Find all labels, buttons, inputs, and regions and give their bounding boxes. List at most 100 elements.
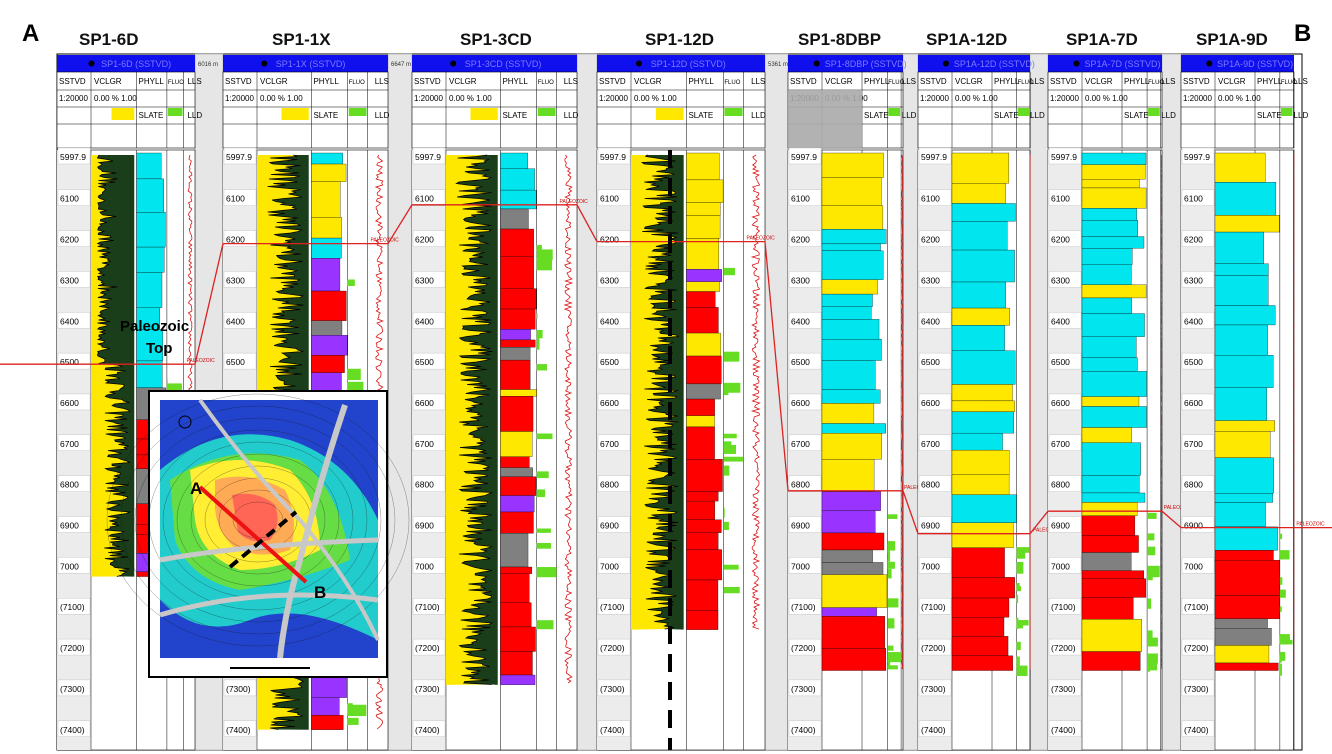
header-slate-label: SLATE bbox=[688, 111, 713, 120]
depth-tick-box bbox=[412, 230, 446, 247]
depth-tick-label: 6800 bbox=[415, 480, 434, 490]
depth-tick-box bbox=[1181, 393, 1215, 411]
depth-tick-box bbox=[223, 720, 257, 737]
lith-interval bbox=[821, 532, 885, 551]
header-gr-label: VCLGR bbox=[449, 77, 477, 86]
lith-interval bbox=[1081, 427, 1132, 443]
header-slate-label: SLATE bbox=[1257, 111, 1282, 120]
depth-tick-label: (7100) bbox=[600, 602, 625, 612]
header-fluo-label: FLUO bbox=[1281, 80, 1297, 86]
lith-interval bbox=[311, 355, 345, 373]
depth-tick-box bbox=[918, 638, 952, 656]
depth-tick-label: (7400) bbox=[921, 725, 946, 735]
header-fluo-label: FLUO bbox=[724, 80, 740, 86]
lith-interval bbox=[686, 307, 719, 334]
depth-tick-label: 6600 bbox=[1051, 398, 1070, 408]
depth-tick-box bbox=[412, 393, 446, 411]
map-label-b: B bbox=[314, 583, 326, 602]
depth-tick-box bbox=[1181, 352, 1215, 370]
depth-tick-label: (7200) bbox=[415, 643, 440, 653]
lith-interval bbox=[951, 350, 1016, 385]
depth-tick-label: (7400) bbox=[415, 725, 440, 735]
lith-interval bbox=[500, 288, 537, 310]
lith-interval bbox=[500, 152, 528, 169]
depth-tick-box bbox=[412, 720, 446, 737]
fluo-show bbox=[536, 620, 554, 630]
lith-interval bbox=[1214, 595, 1280, 620]
lith-interval bbox=[951, 411, 1014, 434]
well-header-box bbox=[917, 71, 1031, 149]
well-header-text: SP1-1X (SSTVD) bbox=[276, 59, 346, 69]
lith-interval bbox=[311, 237, 342, 259]
depth-tick-label: 6400 bbox=[1184, 316, 1203, 326]
depth-tick-label: 5997.9 bbox=[1051, 152, 1077, 162]
lith-interval bbox=[686, 549, 722, 581]
depth-tick-box bbox=[918, 189, 952, 206]
depth-tick-label: 6900 bbox=[60, 521, 79, 531]
well-title-5: SP1A-12D bbox=[926, 30, 1008, 49]
header-gr-range: 0.00 % 1.00 bbox=[955, 94, 998, 103]
depth-tick-box bbox=[1048, 557, 1082, 574]
lith-interval bbox=[686, 215, 721, 239]
depth-tick-box bbox=[597, 516, 631, 533]
well-header-bar bbox=[412, 55, 577, 72]
depth-tick-box bbox=[597, 557, 631, 574]
depth-tick-box bbox=[597, 352, 631, 370]
lith-interval bbox=[1081, 502, 1138, 517]
header-lld-label: LLD bbox=[187, 111, 202, 120]
lith-interval bbox=[1081, 208, 1137, 221]
lith-interval bbox=[1081, 187, 1147, 209]
top-marker-label: PALEOZOIC bbox=[371, 238, 400, 244]
depth-tick-label: 6800 bbox=[1051, 480, 1070, 490]
fluo-show bbox=[1279, 606, 1282, 612]
header-lith-label: PHYLL bbox=[502, 77, 528, 86]
lith-interval bbox=[1214, 305, 1276, 326]
depth-tick-label: 6200 bbox=[60, 235, 79, 245]
lith-interval bbox=[500, 347, 531, 361]
fluo-show bbox=[1016, 561, 1024, 574]
fluo-show bbox=[536, 249, 553, 261]
lith-interval bbox=[1081, 552, 1132, 571]
depth-tick-box bbox=[597, 147, 631, 165]
gr-legend-swatch bbox=[655, 108, 684, 120]
lith-interval bbox=[1081, 578, 1147, 598]
depth-tick-label: 6100 bbox=[600, 194, 619, 204]
depth-tick-box bbox=[1048, 516, 1082, 533]
depth-tick-label: 5997.9 bbox=[1184, 152, 1210, 162]
depth-tick-label: (7300) bbox=[791, 684, 816, 694]
depth-tick-box bbox=[918, 434, 952, 452]
depth-tick-label: 6500 bbox=[415, 357, 434, 367]
lith-interval bbox=[1214, 645, 1270, 664]
lith-interval bbox=[951, 655, 1013, 671]
header-depth-label: SSTVD bbox=[920, 77, 947, 86]
depth-tick-box bbox=[1181, 557, 1215, 574]
depth-tick-box bbox=[1181, 516, 1215, 533]
depth-tick-box bbox=[1048, 679, 1082, 697]
depth-tick-box bbox=[57, 638, 91, 656]
depth-tick-box bbox=[597, 679, 631, 697]
lith-interval bbox=[1214, 275, 1269, 306]
lith-interval bbox=[1214, 526, 1278, 551]
lith-interval bbox=[311, 152, 343, 165]
header-fluo-label: FLUO bbox=[168, 80, 184, 86]
paleozoic-top-correlation-line bbox=[0, 204, 1332, 535]
depth-tick-box bbox=[57, 312, 91, 329]
depth-tick-box bbox=[918, 598, 952, 615]
lith-interval bbox=[686, 332, 721, 357]
fluo-show bbox=[1016, 586, 1022, 592]
depth-tick-label: 6100 bbox=[226, 194, 245, 204]
well-spacing-label: 5361 m bbox=[768, 62, 788, 68]
depth-tick-label: 6100 bbox=[1184, 194, 1203, 204]
lith-interval bbox=[500, 389, 537, 397]
depth-tick-label: 6600 bbox=[60, 398, 79, 408]
well-header-bar bbox=[1181, 55, 1294, 72]
fluo-show bbox=[536, 329, 543, 339]
depth-tick-box bbox=[1181, 434, 1215, 452]
lith-interval bbox=[1081, 396, 1140, 407]
lith-interval bbox=[311, 715, 344, 730]
header-lls-label: LLS bbox=[751, 77, 765, 86]
lith-interval bbox=[1081, 179, 1140, 189]
lith-interval bbox=[1081, 248, 1133, 265]
lith-interval bbox=[951, 522, 1014, 549]
depth-tick-box bbox=[1048, 189, 1082, 206]
